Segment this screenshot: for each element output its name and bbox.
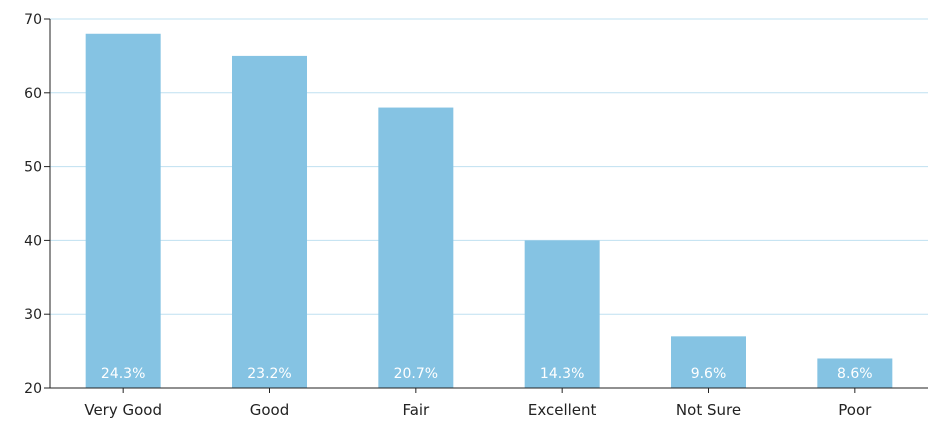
y-tick-label: 30 [24,307,42,323]
y-tick-label: 60 [24,86,42,102]
bar [85,33,161,388]
bar-data-label: 20.7% [394,366,438,382]
x-category-label: Very Good [84,401,162,419]
x-category-label: Not Sure [676,401,741,419]
bar [671,336,746,388]
x-category-labels: Very Good Good Fair Excellent Not Sure Poor [84,388,872,419]
y-tick-label: 40 [24,233,42,249]
y-tick-label: 20 [24,381,42,397]
bar [524,240,600,388]
x-category-label: Good [250,401,290,419]
grid-lines [50,18,928,315]
y-tick-label: 50 [24,160,42,176]
bar-data-label: 24.3% [101,366,145,382]
y-tick-label: 70 [24,12,42,28]
y-tick-labels: 20 30 40 50 60 70 [24,12,50,397]
bar [817,358,893,388]
x-category-label: Fair [402,401,430,419]
bar-data-label: 9.6% [691,366,727,382]
x-category-label: Poor [838,401,872,419]
bar-data-label: 14.3% [540,366,584,382]
data-labels: 24.3% 23.2% 20.7% 14.3% 9.6% 8.6% [101,366,873,382]
x-category-label: Excellent [528,401,597,419]
bar [378,107,454,388]
axes [49,19,928,389]
bars [85,33,893,389]
bar-data-label: 23.2% [247,366,291,382]
bar-data-label: 8.6% [837,366,873,382]
bar [232,55,307,389]
